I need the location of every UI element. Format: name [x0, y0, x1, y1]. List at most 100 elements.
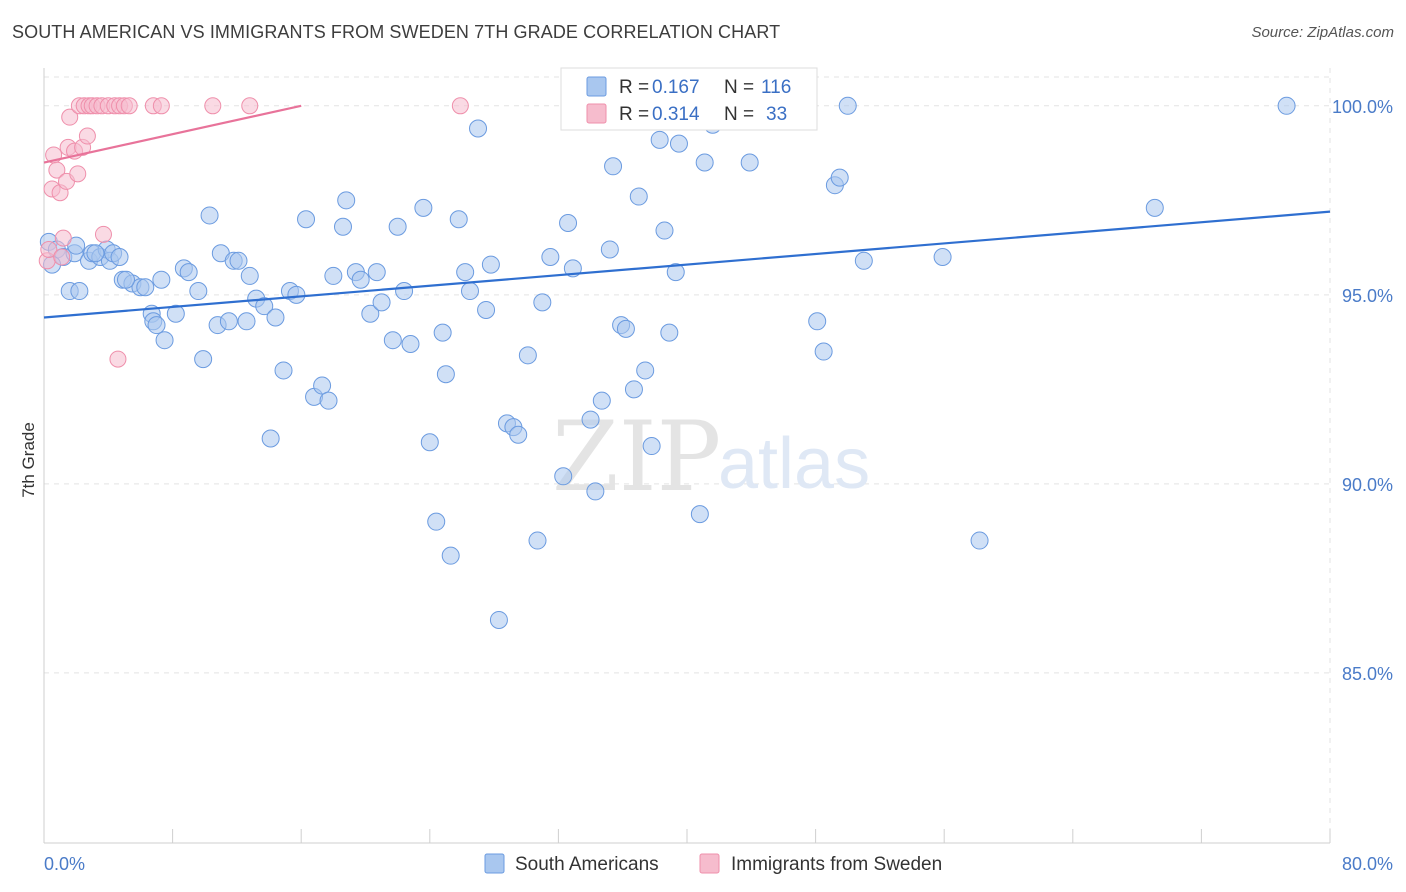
series-legend: South Americans Immigrants from Sweden — [484, 853, 942, 875]
point-south-americans — [559, 214, 578, 232]
point-south-americans — [456, 263, 475, 282]
watermark: ZIP atlas — [552, 401, 870, 513]
point-immigrants-from-sweden — [109, 350, 127, 368]
point-south-americans — [970, 531, 989, 550]
point-south-americans — [469, 119, 488, 138]
watermark-zip: ZIP — [552, 401, 721, 513]
point-immigrants-from-sweden — [48, 161, 66, 179]
y-tick-label-100: 100.0% — [1332, 97, 1393, 117]
point-south-americans — [666, 263, 685, 282]
point-south-americans — [554, 467, 573, 486]
point-south-americans — [189, 282, 208, 301]
point-south-americans — [337, 191, 356, 210]
point-south-americans — [854, 251, 873, 270]
legend-r-value-blue: 0.167 — [652, 77, 700, 98]
point-south-americans — [152, 270, 171, 289]
point-south-americans — [194, 350, 213, 369]
y-tick-label-90: 90.0% — [1342, 475, 1393, 495]
point-south-americans — [274, 361, 293, 380]
point-south-americans — [414, 198, 433, 217]
point-immigrants-from-sweden — [78, 127, 96, 145]
point-immigrants-from-sweden — [120, 97, 138, 115]
bottom-legend-swatch-blue — [484, 853, 505, 874]
series-south-americans — [39, 96, 1296, 629]
point-immigrants-from-sweden — [40, 240, 58, 258]
point-south-americans — [933, 248, 952, 267]
point-south-americans — [266, 308, 285, 327]
point-south-americans — [237, 312, 256, 331]
point-south-americans — [261, 429, 280, 448]
trend-lines — [43, 104, 1331, 319]
series-immigrants-from-sweden — [38, 97, 469, 368]
point-south-americans — [67, 236, 86, 255]
point-immigrants-from-sweden — [69, 165, 87, 183]
point-south-americans — [660, 323, 679, 342]
point-south-americans — [600, 240, 619, 259]
point-south-americans — [629, 187, 648, 206]
point-immigrants-from-sweden — [152, 97, 170, 115]
point-south-americans — [116, 270, 135, 289]
point-south-americans — [70, 282, 89, 301]
legend-n-label-pink: N = — [724, 104, 754, 125]
point-south-americans — [351, 270, 370, 289]
legend-r-value-pink: 0.314 — [652, 104, 700, 125]
point-south-americans — [1145, 198, 1164, 217]
point-immigrants-from-sweden — [451, 97, 469, 115]
point-south-americans — [616, 319, 635, 338]
point-south-americans — [372, 293, 391, 312]
point-south-americans — [383, 331, 402, 350]
point-south-americans — [229, 251, 248, 270]
y-tick-label-95: 95.0% — [1342, 286, 1393, 306]
point-south-americans — [401, 334, 420, 353]
point-south-americans — [433, 323, 452, 342]
point-south-americans — [604, 157, 623, 176]
legend-n-value-pink: 33 — [766, 104, 787, 125]
point-south-americans — [395, 282, 414, 301]
point-south-americans — [166, 304, 185, 323]
point-south-americans — [367, 263, 386, 282]
point-south-americans — [86, 244, 105, 263]
point-immigrants-from-sweden — [204, 97, 222, 115]
point-immigrants-from-sweden — [94, 225, 112, 243]
point-immigrants-from-sweden — [61, 108, 79, 126]
stats-legend: R = 0.167 N = 116 R = 0.314 N = 33 — [560, 67, 818, 131]
point-south-americans — [297, 210, 316, 229]
bottom-legend-label-pink: Immigrants from Sweden — [731, 854, 942, 875]
point-south-americans — [814, 342, 833, 361]
point-south-americans — [319, 391, 338, 410]
x-tick-label-max: 80.0% — [1342, 854, 1393, 874]
point-south-americans — [441, 546, 460, 565]
point-south-americans — [636, 361, 655, 380]
point-south-americans — [136, 278, 155, 297]
point-south-americans — [449, 210, 468, 229]
point-south-americans — [477, 300, 496, 319]
y-tick-label-85: 85.0% — [1342, 664, 1393, 684]
point-south-americans — [690, 505, 709, 524]
point-south-americans — [1277, 96, 1296, 115]
point-south-americans — [200, 206, 219, 225]
bottom-legend-swatch-pink — [699, 853, 720, 874]
point-south-americans — [155, 331, 174, 350]
point-south-americans — [219, 312, 238, 331]
watermark-atlas: atlas — [718, 424, 870, 504]
point-south-americans — [592, 391, 611, 410]
point-immigrants-from-sweden — [241, 97, 259, 115]
y-axis-title: 7th Grade — [19, 422, 38, 498]
point-south-americans — [147, 316, 166, 335]
point-south-americans — [586, 482, 605, 501]
point-south-americans — [624, 380, 643, 399]
point-south-americans — [695, 153, 714, 172]
point-south-americans — [420, 433, 439, 452]
point-south-americans — [361, 304, 380, 323]
point-south-americans — [541, 248, 560, 267]
point-south-americans — [240, 266, 259, 285]
axes: 85.0% 90.0% 95.0% 100.0% 0.0% 80.0% — [43, 68, 1393, 874]
point-south-americans — [110, 248, 129, 267]
point-south-americans — [533, 293, 552, 312]
point-south-americans — [838, 96, 857, 115]
point-south-americans — [481, 255, 500, 274]
point-south-americans — [255, 297, 274, 316]
point-south-americans — [642, 437, 661, 456]
point-south-americans — [489, 610, 508, 629]
